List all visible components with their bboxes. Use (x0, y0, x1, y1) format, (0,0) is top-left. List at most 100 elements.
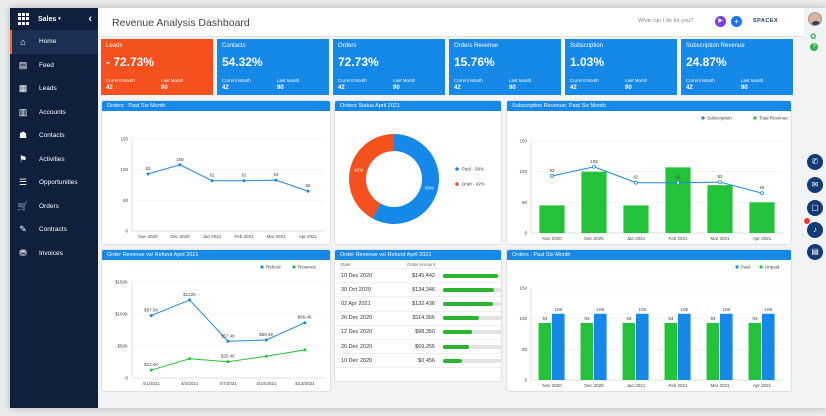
data-point (188, 298, 192, 302)
subscription-revenue-chart: 0 50 100 150 93 108 82 82 83 65 Nov 2020 Dec 2020 Ja… (519, 116, 788, 241)
kpi-value: 72.73% (338, 55, 379, 69)
table-row[interactable]: 26 Dec 2020 $69,255 (335, 340, 501, 355)
x-tick-label: Mar 2021 (266, 234, 286, 239)
sidebar-item-feed[interactable]: ▤ Feed (10, 54, 98, 78)
panel-title: Subscription Revenue: Past Six Month (507, 101, 791, 111)
phone-icon[interactable]: ✆ (807, 154, 823, 170)
bar (707, 185, 733, 233)
x-tick-label: Nov 2020 (542, 383, 562, 388)
amount-bar (443, 344, 501, 349)
sidebar-item-label: Contacts (39, 132, 65, 140)
data-label: 108 (555, 307, 563, 312)
legend-marker (735, 265, 739, 269)
data-label: $25.4K (221, 354, 235, 359)
play-icon[interactable]: ▶ (715, 16, 726, 27)
data-label: 82 (675, 175, 681, 180)
panel-title: Orders : Past Six Month (507, 250, 791, 260)
sidebar-item-opportunities[interactable]: ☰ Opportunities (10, 171, 98, 195)
x-tick-label: Mar 2021 (710, 236, 730, 241)
apps-grid-icon[interactable] (18, 13, 30, 25)
kpi-card-subscription[interactable]: Subscription 1.03% Current Month Last Mon… (565, 39, 677, 95)
current-month-label: Current Month (686, 78, 715, 83)
x-tick-label: Jan 2021 (627, 236, 646, 241)
kpi-card-contacts[interactable]: Contacts 54.32% Current Month Last Month … (217, 39, 329, 95)
row-date: 12 Dec 2020 (341, 329, 373, 336)
row-date: 02 Apr 2021 (341, 300, 371, 307)
sidebar-item-contracts[interactable]: ✎ Contracts (10, 218, 98, 242)
sidebar-item-activities[interactable]: ⚑ Activities (10, 148, 98, 172)
table-row[interactable]: 10 Dec 2020 $0,456 (335, 354, 501, 369)
current-month-label: Current Month (570, 78, 599, 83)
sidebar-item-home[interactable]: ⌂ Home (10, 30, 98, 54)
legend-marker (753, 116, 757, 120)
last-month-value: 90 (277, 85, 284, 91)
data-point (306, 189, 310, 193)
leads-icon: ▦ (18, 83, 28, 94)
data-label: 108 (590, 159, 598, 164)
bar (636, 313, 649, 380)
data-point (760, 191, 764, 196)
sidebar-item-leads[interactable]: ▦ Leads (10, 77, 98, 101)
kpi-card-leads[interactable]: Leads - 72.73% Current Month Last Month 4… (101, 39, 213, 95)
help-icon[interactable]: ? (810, 43, 818, 51)
contracts-icon: ✎ (19, 224, 27, 235)
x-tick-label: 4/13/2021 (295, 381, 316, 386)
sidebar-item-label: Home (39, 38, 57, 46)
app-frame: Sales ▾ ‹ ⌂ Home ▤ Feed ▦ Leads ▥ Accounts ☗ Cont… (10, 8, 826, 408)
bar (706, 322, 720, 380)
search-input[interactable]: What can I do for you? (638, 18, 694, 24)
y-tick-label: 50 (522, 347, 528, 352)
orders-status-panel: Orders Status April 2021 58% Paid - 58% 42… (334, 100, 502, 245)
slice-label: 58% (425, 186, 434, 191)
slice-label: 42% (354, 167, 363, 172)
feed-icon: ▤ (18, 59, 28, 70)
subscription-revenue-panel: Subscription Revenue: Past Six Month 0 50… (506, 100, 792, 245)
kpi-value: 15.76% (454, 55, 495, 69)
table-header: Date Order Amount (335, 260, 501, 269)
table-row[interactable]: 30 Oct 2020 $134,346 (335, 283, 501, 298)
sidebar-item-contacts[interactable]: ☗ Contacts (10, 124, 98, 148)
data-point (210, 179, 214, 183)
kpi-value: - 72.73% (106, 55, 155, 69)
data-label: 93 (145, 166, 151, 171)
opportunities-icon: ☰ (18, 177, 28, 188)
kpi-card-orders[interactable]: Orders 72.73% Current Month Last Month 42… (333, 39, 445, 95)
sidebar-item-accounts[interactable]: ▥ Accounts (10, 101, 98, 125)
notes-icon[interactable]: ▤ (807, 244, 823, 260)
bar (594, 313, 607, 380)
chat-icon[interactable]: ▢ (807, 200, 823, 216)
module-switcher[interactable]: Sales ▾ ‹ (10, 8, 98, 30)
date-header: Date (341, 261, 351, 267)
caret-down-icon[interactable]: ▾ (58, 16, 61, 22)
last-month-label: Last Month (277, 78, 300, 83)
data-point (149, 368, 153, 372)
bell-icon[interactable]: ♪ (807, 222, 823, 238)
add-icon[interactable]: + (731, 16, 742, 27)
data-label: 108 (723, 307, 731, 312)
x-tick-label: Apr 2021 (753, 236, 772, 241)
row-date: 30 Oct 2020 (341, 286, 371, 293)
last-month-label: Last Month (161, 78, 184, 83)
sidebar-item-label: Feed (39, 61, 54, 69)
table-row[interactable]: 10 Dec 2020 $145,442 (335, 269, 501, 284)
sidebar-item-invoices[interactable]: ⛃ Invoices (10, 242, 98, 266)
last-month-value: 90 (625, 85, 632, 91)
sidebar-item-orders[interactable]: 🛒 Orders (10, 195, 98, 219)
kpi-card-subscription-revenue[interactable]: Subscription Revenue 24.87% Current Mont… (681, 39, 793, 95)
avatar[interactable] (808, 12, 822, 26)
table-row[interactable]: 02 Apr 2021 $132,436 (335, 297, 501, 312)
mail-icon[interactable]: ✉ (807, 177, 823, 193)
kpi-card-orders-revenue[interactable]: Orders Revenue 15.76% Current Month Last … (449, 39, 561, 95)
table-row[interactable]: 26 Dec 2020 $114,366 (335, 312, 501, 326)
y-tick-label: 100 (519, 316, 527, 321)
table-row[interactable]: 12 Dec 2020 $98,350 (335, 326, 501, 340)
bar (552, 313, 565, 380)
orders-status-donut: 58% Paid - 58% 42% Draft - 42% (349, 134, 485, 224)
collapse-sidebar-icon[interactable]: ‹ (88, 13, 92, 25)
data-label: 82 (209, 173, 215, 178)
x-tick-label: Apr 2021 (299, 234, 318, 239)
data-label: 82 (633, 175, 639, 180)
gear-icon[interactable]: ✿ (810, 32, 817, 41)
module-name[interactable]: Sales (38, 15, 57, 23)
amount-bar (443, 273, 501, 278)
